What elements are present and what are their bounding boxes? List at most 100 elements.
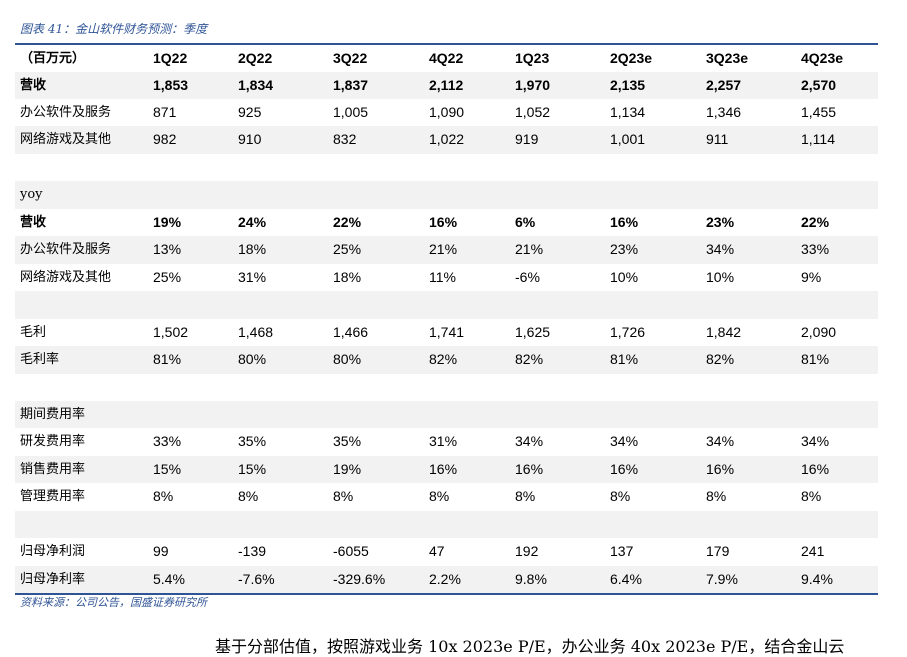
cell: 1,346 [706, 103, 742, 120]
table-row [15, 154, 878, 182]
cell: 25% [153, 268, 182, 285]
cell: 81% [610, 351, 639, 367]
cell: 1,741 [429, 323, 465, 340]
cell: 33% [153, 433, 182, 450]
cell: 47 [429, 543, 445, 560]
cell: 81% [801, 351, 830, 367]
cell: 8% [610, 488, 631, 505]
table-row: 管理费用率 8% 8% 8% 8% 8% 8% 8% 8% [15, 483, 878, 511]
cell: 10% [706, 268, 735, 285]
row-label: 毛利 [20, 324, 47, 340]
table-row: 毛利 1,502 1,468 1,466 1,741 1,625 1,726 1,842 2,0… [15, 319, 878, 347]
cell: 1,625 [515, 323, 551, 340]
cell: -7.6% [238, 570, 275, 587]
cell: 16% [610, 213, 639, 230]
cell: 1,970 [515, 76, 551, 93]
cell: 23% [610, 241, 639, 258]
cell: 21% [429, 241, 458, 258]
row-label: 网络游戏及其他 [20, 132, 112, 148]
cell: 6% [515, 213, 536, 230]
cell: -6055 [333, 543, 369, 560]
cell: -329.6% [333, 570, 386, 587]
cell: 2,570 [801, 76, 837, 93]
cell: 871 [153, 103, 177, 120]
cell: 33% [801, 241, 830, 258]
cell: 2.2% [429, 570, 461, 587]
cell: 35% [238, 433, 267, 450]
cell: 1,466 [333, 323, 369, 340]
cell: 19% [153, 213, 182, 230]
cell: 1,455 [801, 103, 837, 120]
row-label: 销售费用率 [20, 461, 86, 477]
cell: 192 [515, 543, 539, 560]
cell: 18% [238, 241, 267, 258]
cell: 1,468 [238, 323, 274, 340]
cell: 1,052 [515, 103, 551, 120]
row-label: 办公软件及服务 [20, 104, 112, 120]
cell: 8% [429, 488, 450, 505]
row-label: 毛利率 [20, 352, 60, 367]
row-label: 归母净利率 [20, 571, 86, 587]
cell: 4Q23e [801, 49, 844, 66]
cell: 2,257 [706, 76, 742, 93]
cell: 137 [610, 543, 634, 560]
cell: 1,726 [610, 323, 646, 340]
table-row [15, 291, 878, 319]
cell: -139 [238, 543, 267, 560]
cell: -6% [515, 268, 540, 285]
row-label: 办公软件及服务 [20, 242, 112, 258]
cell: 911 [706, 131, 729, 148]
cell: 22% [333, 213, 362, 230]
cell: 34% [706, 241, 735, 258]
table-row: yoy [15, 181, 878, 209]
row-label: 营收 [20, 214, 47, 230]
cell: 1Q23 [515, 49, 550, 66]
cell: 1Q22 [153, 49, 188, 66]
table-row: 办公软件及服务 13% 18% 25% 21% 21% 23% 34% 33% [15, 236, 878, 264]
cell: 2,090 [801, 323, 837, 340]
cell: 16% [429, 460, 458, 477]
cell: 16% [515, 460, 544, 477]
cell: 15% [153, 460, 182, 477]
cell: 80% [333, 351, 362, 367]
cell: 179 [706, 543, 730, 560]
cell: 3Q23e [706, 49, 749, 66]
cell: 910 [238, 131, 262, 148]
cell: 35% [333, 433, 362, 450]
cell: 8% [515, 488, 536, 505]
cell: 919 [515, 131, 539, 148]
table-row: 毛利率 81% 80% 80% 82% 82% 81% 82% 81% [15, 346, 878, 374]
table-row: 销售费用率 15% 15% 19% 16% 16% 16% 16% 16% [15, 455, 878, 484]
row-label: 网络游戏及其他 [20, 269, 112, 285]
row-label: 归母净利润 [20, 544, 86, 560]
cell: 1,022 [429, 131, 465, 148]
cell: 1,842 [706, 323, 742, 340]
cell: 8% [153, 488, 174, 505]
table-row: 营收 1,853 1,834 1,837 2,112 1,970 2,135 2,257 2,5… [15, 71, 878, 99]
cell: 9% [801, 268, 822, 285]
cell: 1,834 [238, 76, 274, 93]
cell: 16% [801, 460, 830, 477]
cell: 31% [238, 268, 267, 285]
cell: 34% [515, 433, 544, 450]
cell: 11% [429, 268, 456, 285]
table-row [15, 510, 878, 539]
cell: 8% [706, 488, 727, 505]
cell: 1,005 [333, 103, 369, 120]
cell: 925 [238, 103, 262, 120]
table-row: 归母净利率 5.4% -7.6% -329.6% 2.2% 9.8% 6.4% 7.9% 9.4… [15, 565, 878, 594]
cell: 22% [801, 213, 830, 230]
row-label: yoy [20, 187, 43, 203]
cell: 31% [429, 433, 458, 450]
cell: 16% [429, 213, 458, 230]
cell: 23% [706, 213, 735, 230]
table-row: 归母净利润 99 -139 -6055 47 192 137 179 241 [15, 538, 878, 566]
top-rule [15, 43, 878, 45]
cell: 3Q22 [333, 49, 368, 66]
cell: 7.9% [706, 570, 738, 587]
cell: 34% [610, 433, 639, 450]
bottom-rule [15, 593, 878, 595]
cell: 1,134 [610, 103, 646, 120]
table-row: 办公软件及服务 871 925 1,005 1,090 1,052 1,134 1,346 1,… [15, 99, 878, 127]
